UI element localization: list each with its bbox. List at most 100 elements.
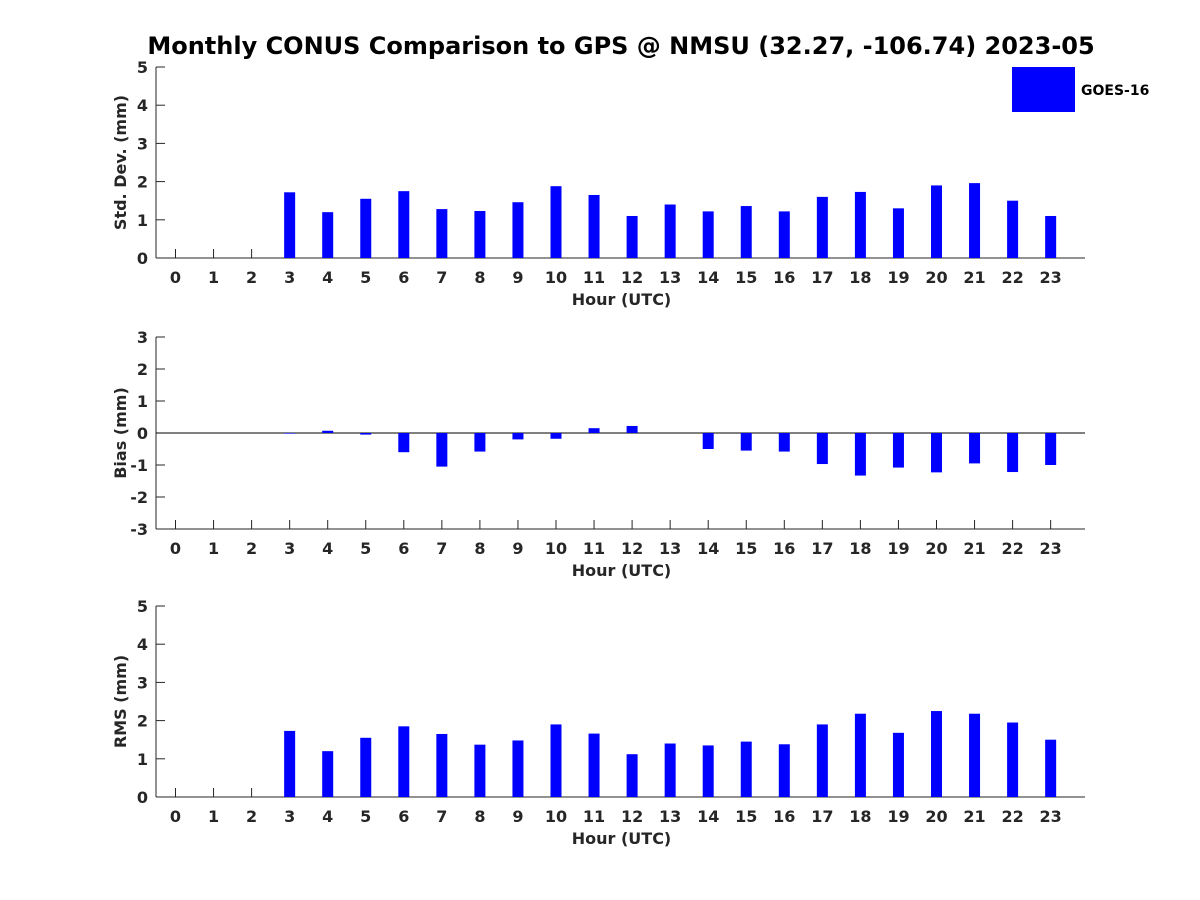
- bar-std-dev-hour-7: [436, 209, 448, 258]
- bar-std-dev-hour-19: [892, 208, 904, 258]
- bar-std-dev-hour-8: [474, 211, 486, 258]
- y-tick-label: 0: [137, 249, 148, 268]
- bar-std-dev-hour-18: [854, 191, 866, 258]
- x-tick-label: 4: [322, 807, 333, 826]
- x-tick-label: 9: [512, 268, 523, 287]
- bar-std-dev-hour-16: [778, 211, 790, 258]
- x-tick-label: 0: [170, 539, 181, 558]
- x-tick-label: 5: [360, 807, 371, 826]
- bar-std-dev-hour-17: [816, 196, 828, 258]
- y-tick-label: -1: [130, 456, 148, 475]
- x-tick-label: 19: [887, 807, 909, 826]
- x-tick-label: 15: [735, 539, 757, 558]
- bar-bias-hour-20: [931, 433, 942, 473]
- x-tick-label: 4: [322, 268, 333, 287]
- bar-rms-hour-21: [969, 713, 981, 797]
- x-tick-label: 3: [284, 539, 295, 558]
- bar-rms-hour-22: [1007, 722, 1019, 797]
- bar-bias-hour-22: [1007, 433, 1019, 473]
- x-tick-label: 15: [735, 268, 757, 287]
- chart-title: Monthly CONUS Comparison to GPS @ NMSU (…: [147, 32, 1094, 60]
- legend: GOES-16: [1012, 67, 1149, 112]
- x-tick-label: 0: [170, 807, 181, 826]
- y-axis-label: Std. Dev. (mm): [111, 95, 130, 230]
- x-tick-label: 5: [360, 268, 371, 287]
- x-axis-label: Hour (UTC): [572, 829, 672, 848]
- y-tick-label: 0: [137, 424, 148, 443]
- bar-rms-hour-23: [1045, 739, 1057, 797]
- x-tick-label: 18: [849, 807, 871, 826]
- bar-bias-hour-18: [854, 433, 866, 476]
- x-tick-label: 20: [925, 539, 947, 558]
- bar-bias-hour-7: [436, 433, 448, 467]
- bar-std-dev-hour-15: [740, 206, 752, 258]
- x-tick-label: 23: [1040, 807, 1062, 826]
- bar-rms-hour-20: [931, 711, 942, 797]
- bar-std-dev-hour-9: [512, 202, 524, 258]
- bar-std-dev-hour-14: [702, 211, 714, 258]
- bar-bias-hour-5: [360, 433, 372, 435]
- x-tick-label: 18: [849, 539, 871, 558]
- bar-std-dev-hour-13: [664, 204, 676, 258]
- bar-rms-hour-5: [360, 737, 372, 797]
- bar-rms-hour-15: [740, 741, 752, 797]
- x-tick-label: 22: [1001, 807, 1023, 826]
- x-tick-label: 14: [697, 539, 719, 558]
- x-tick-label: 7: [436, 807, 447, 826]
- bar-std-dev-hour-22: [1007, 200, 1019, 258]
- x-tick-label: 12: [621, 268, 643, 287]
- x-tick-label: 6: [398, 268, 409, 287]
- bar-bias-hour-12: [626, 425, 638, 433]
- bar-bias-hour-10: [550, 433, 562, 439]
- x-tick-label: 2: [246, 539, 257, 558]
- bar-std-dev-hour-20: [931, 185, 942, 258]
- bar-rms-hour-18: [854, 713, 866, 797]
- x-tick-label: 20: [925, 807, 947, 826]
- bar-rms-hour-11: [588, 733, 600, 797]
- x-tick-label: 10: [545, 539, 567, 558]
- y-tick-label: 3: [137, 673, 148, 692]
- bar-bias-hour-9: [512, 433, 524, 440]
- x-tick-label: 8: [474, 807, 485, 826]
- x-tick-label: 7: [436, 539, 447, 558]
- x-tick-label: 16: [773, 268, 795, 287]
- x-tick-label: 23: [1040, 539, 1062, 558]
- x-tick-label: 12: [621, 539, 643, 558]
- x-tick-label: 19: [887, 539, 909, 558]
- y-tick-label: 1: [137, 750, 148, 769]
- x-tick-label: 2: [246, 268, 257, 287]
- bar-bias-hour-15: [740, 433, 752, 451]
- x-tick-label: 17: [811, 807, 833, 826]
- bar-rms-hour-8: [474, 744, 486, 797]
- x-tick-label: 8: [474, 539, 485, 558]
- y-tick-label: 5: [137, 58, 148, 77]
- x-tick-label: 21: [963, 268, 985, 287]
- bar-bias-hour-14: [702, 433, 714, 449]
- bar-rms-hour-19: [892, 732, 904, 797]
- x-tick-label: 16: [773, 539, 795, 558]
- x-tick-label: 8: [474, 268, 485, 287]
- x-tick-label: 1: [208, 807, 219, 826]
- y-tick-label: 0: [137, 788, 148, 807]
- bar-rms-hour-7: [436, 733, 448, 797]
- x-tick-label: 20: [925, 268, 947, 287]
- x-tick-label: 9: [512, 539, 523, 558]
- x-tick-label: 4: [322, 539, 333, 558]
- bar-rms-hour-12: [626, 754, 638, 797]
- x-tick-label: 22: [1001, 539, 1023, 558]
- y-tick-label: 2: [137, 360, 148, 379]
- bar-std-dev-hour-5: [360, 198, 372, 258]
- x-tick-label: 17: [811, 268, 833, 287]
- x-tick-label: 13: [659, 539, 681, 558]
- x-tick-label: 14: [697, 807, 719, 826]
- y-tick-label: 1: [137, 211, 148, 230]
- bar-bias-hour-21: [969, 433, 981, 464]
- x-tick-label: 9: [512, 807, 523, 826]
- bar-std-dev-hour-21: [969, 183, 981, 258]
- x-tick-label: 12: [621, 807, 643, 826]
- y-tick-label: 3: [137, 134, 148, 153]
- legend-swatch: [1012, 67, 1075, 112]
- bar-bias-hour-23: [1045, 433, 1057, 465]
